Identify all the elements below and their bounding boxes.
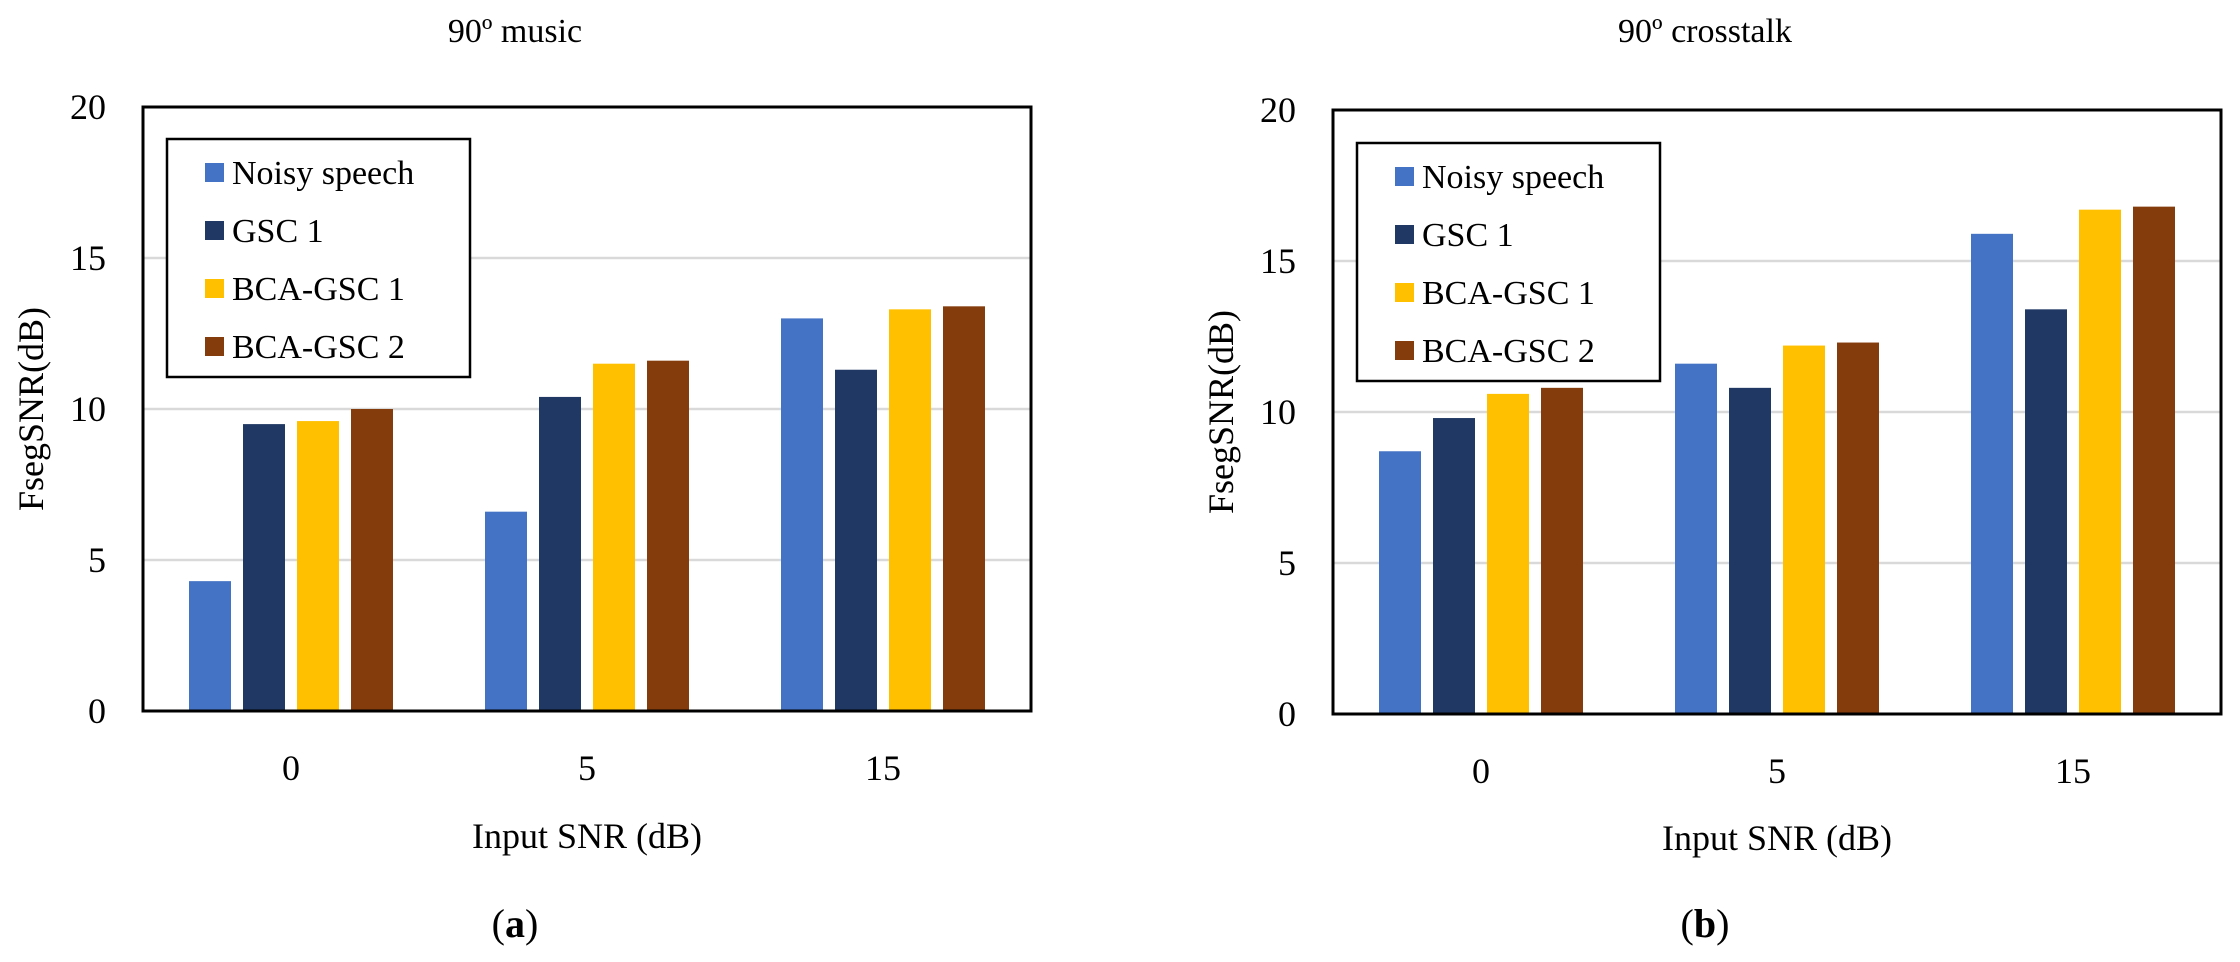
bar-gsc-1-5 xyxy=(539,396,581,711)
y-tick-label-20: 20 xyxy=(1260,90,1296,130)
legend-swatch-gsc-1 xyxy=(1395,225,1414,244)
plot-area-border xyxy=(141,105,1033,713)
bar-noisy-speech-15 xyxy=(1971,233,2013,714)
legend-swatch-bca-gsc-2 xyxy=(205,337,224,356)
legend-label-noisy-speech: Noisy speech xyxy=(232,155,414,192)
legend-swatch-gsc-1 xyxy=(205,221,224,240)
legend-label-bca-gsc-1: BCA-GSC 1 xyxy=(1422,275,1595,312)
x-tick-label-0: 0 xyxy=(1472,751,1490,791)
bar-bca-gsc-1-15 xyxy=(889,309,931,711)
bar-gsc-1-0 xyxy=(243,424,285,711)
bar-gsc-1-15 xyxy=(835,369,877,711)
y-tick-label-15: 15 xyxy=(70,238,106,278)
x-axis-label: Input SNR (dB) xyxy=(472,816,702,856)
legend-items: Noisy speech GSC 1 BCA-GSC 1 BCA-GSC 2 xyxy=(1395,159,1604,370)
panel-letter: b xyxy=(1694,901,1716,946)
y-tick-labels: 0 5 10 15 20 xyxy=(1260,90,1296,734)
bar-bca-gsc-1-15 xyxy=(2079,209,2121,714)
legend-swatch-bca-gsc-2 xyxy=(1395,341,1414,360)
bar-bca-gsc-2-15 xyxy=(943,306,985,711)
y-tick-label-5: 5 xyxy=(1278,543,1296,583)
bar-bca-gsc-1-0 xyxy=(297,421,339,711)
y-tick-label-5: 5 xyxy=(88,540,106,580)
legend-label-bca-gsc-1: BCA-GSC 1 xyxy=(232,271,405,308)
legend-label-gsc-1: GSC 1 xyxy=(1422,217,1514,254)
bar-noisy-speech-0 xyxy=(189,581,231,711)
bar-bca-gsc-2-15 xyxy=(2133,206,2175,714)
x-tick-label-15: 15 xyxy=(2055,751,2091,791)
y-tick-label-0: 0 xyxy=(88,691,106,731)
legend-swatch-noisy-speech xyxy=(1395,167,1414,186)
panel-label: (b) xyxy=(1681,901,1730,946)
legend-swatch-bca-gsc-1 xyxy=(205,279,224,298)
bar-bca-gsc-2-0 xyxy=(351,409,393,711)
legend-swatch-noisy-speech xyxy=(205,163,224,182)
legend-label-gsc-1: GSC 1 xyxy=(232,213,324,250)
x-tick-label-5: 5 xyxy=(578,748,596,788)
y-tick-label-0: 0 xyxy=(1278,694,1296,734)
bar-noisy-speech-0 xyxy=(1379,451,1421,714)
x-tick-label-0: 0 xyxy=(282,748,300,788)
legend-label-bca-gsc-2: BCA-GSC 2 xyxy=(232,329,405,366)
legend: Noisy speech GSC 1 BCA-GSC 1 BCA-GSC 2 xyxy=(1355,141,1662,383)
legend-label-bca-gsc-2: BCA-GSC 2 xyxy=(1422,333,1595,370)
bars xyxy=(189,306,985,711)
y-axis-label: FsegSNR(dB) xyxy=(11,307,51,511)
x-tick-labels: 0 5 15 xyxy=(282,748,901,788)
bar-gsc-1-15 xyxy=(2025,309,2067,714)
bar-noisy-speech-5 xyxy=(485,511,527,711)
y-axis-label: FsegSNR(dB) xyxy=(1201,310,1241,514)
panel-label: (a) xyxy=(492,901,539,946)
bar-bca-gsc-1-0 xyxy=(1487,393,1529,714)
legend: Noisy speech GSC 1 BCA-GSC 1 BCA-GSC 2 xyxy=(165,137,472,379)
y-tick-label-10: 10 xyxy=(70,389,106,429)
panel-letter: a xyxy=(505,901,525,946)
y-tick-label-15: 15 xyxy=(1260,241,1296,281)
legend-label-noisy-speech: Noisy speech xyxy=(1422,159,1604,196)
y-tick-labels: 0 5 10 15 20 xyxy=(70,87,106,731)
x-axis-label: Input SNR (dB) xyxy=(1662,818,1892,858)
bar-bca-gsc-2-0 xyxy=(1541,387,1583,714)
plot-area-border xyxy=(1331,108,2223,716)
y-tick-label-10: 10 xyxy=(1260,392,1296,432)
bar-gsc-1-5 xyxy=(1729,387,1771,714)
bar-noisy-speech-5 xyxy=(1675,363,1717,714)
bars xyxy=(1379,206,2175,714)
y-tick-label-20: 20 xyxy=(70,87,106,127)
legend-items: Noisy speech GSC 1 BCA-GSC 1 BCA-GSC 2 xyxy=(205,155,414,366)
chart-title: 90º music xyxy=(448,13,582,50)
chart-panel-b: 90º crosstalk 0 5 10 15 20 0 5 15 Input SNR (d… xyxy=(1201,13,2223,946)
bar-bca-gsc-1-5 xyxy=(593,363,635,711)
bar-bca-gsc-2-5 xyxy=(1837,342,1879,714)
bar-gsc-1-0 xyxy=(1433,418,1475,714)
legend-swatch-bca-gsc-1 xyxy=(1395,283,1414,302)
x-tick-label-5: 5 xyxy=(1768,751,1786,791)
x-tick-labels: 0 5 15 xyxy=(1472,751,2091,791)
chart-panel-a: 90º music 0 5 10 15 20 0 5 15 Input SNR (dB) F… xyxy=(11,13,1033,946)
bar-bca-gsc-1-5 xyxy=(1783,345,1825,714)
bar-noisy-speech-15 xyxy=(781,318,823,711)
bar-bca-gsc-2-5 xyxy=(647,360,689,711)
x-tick-label-15: 15 xyxy=(865,748,901,788)
chart-title: 90º crosstalk xyxy=(1618,13,1792,50)
